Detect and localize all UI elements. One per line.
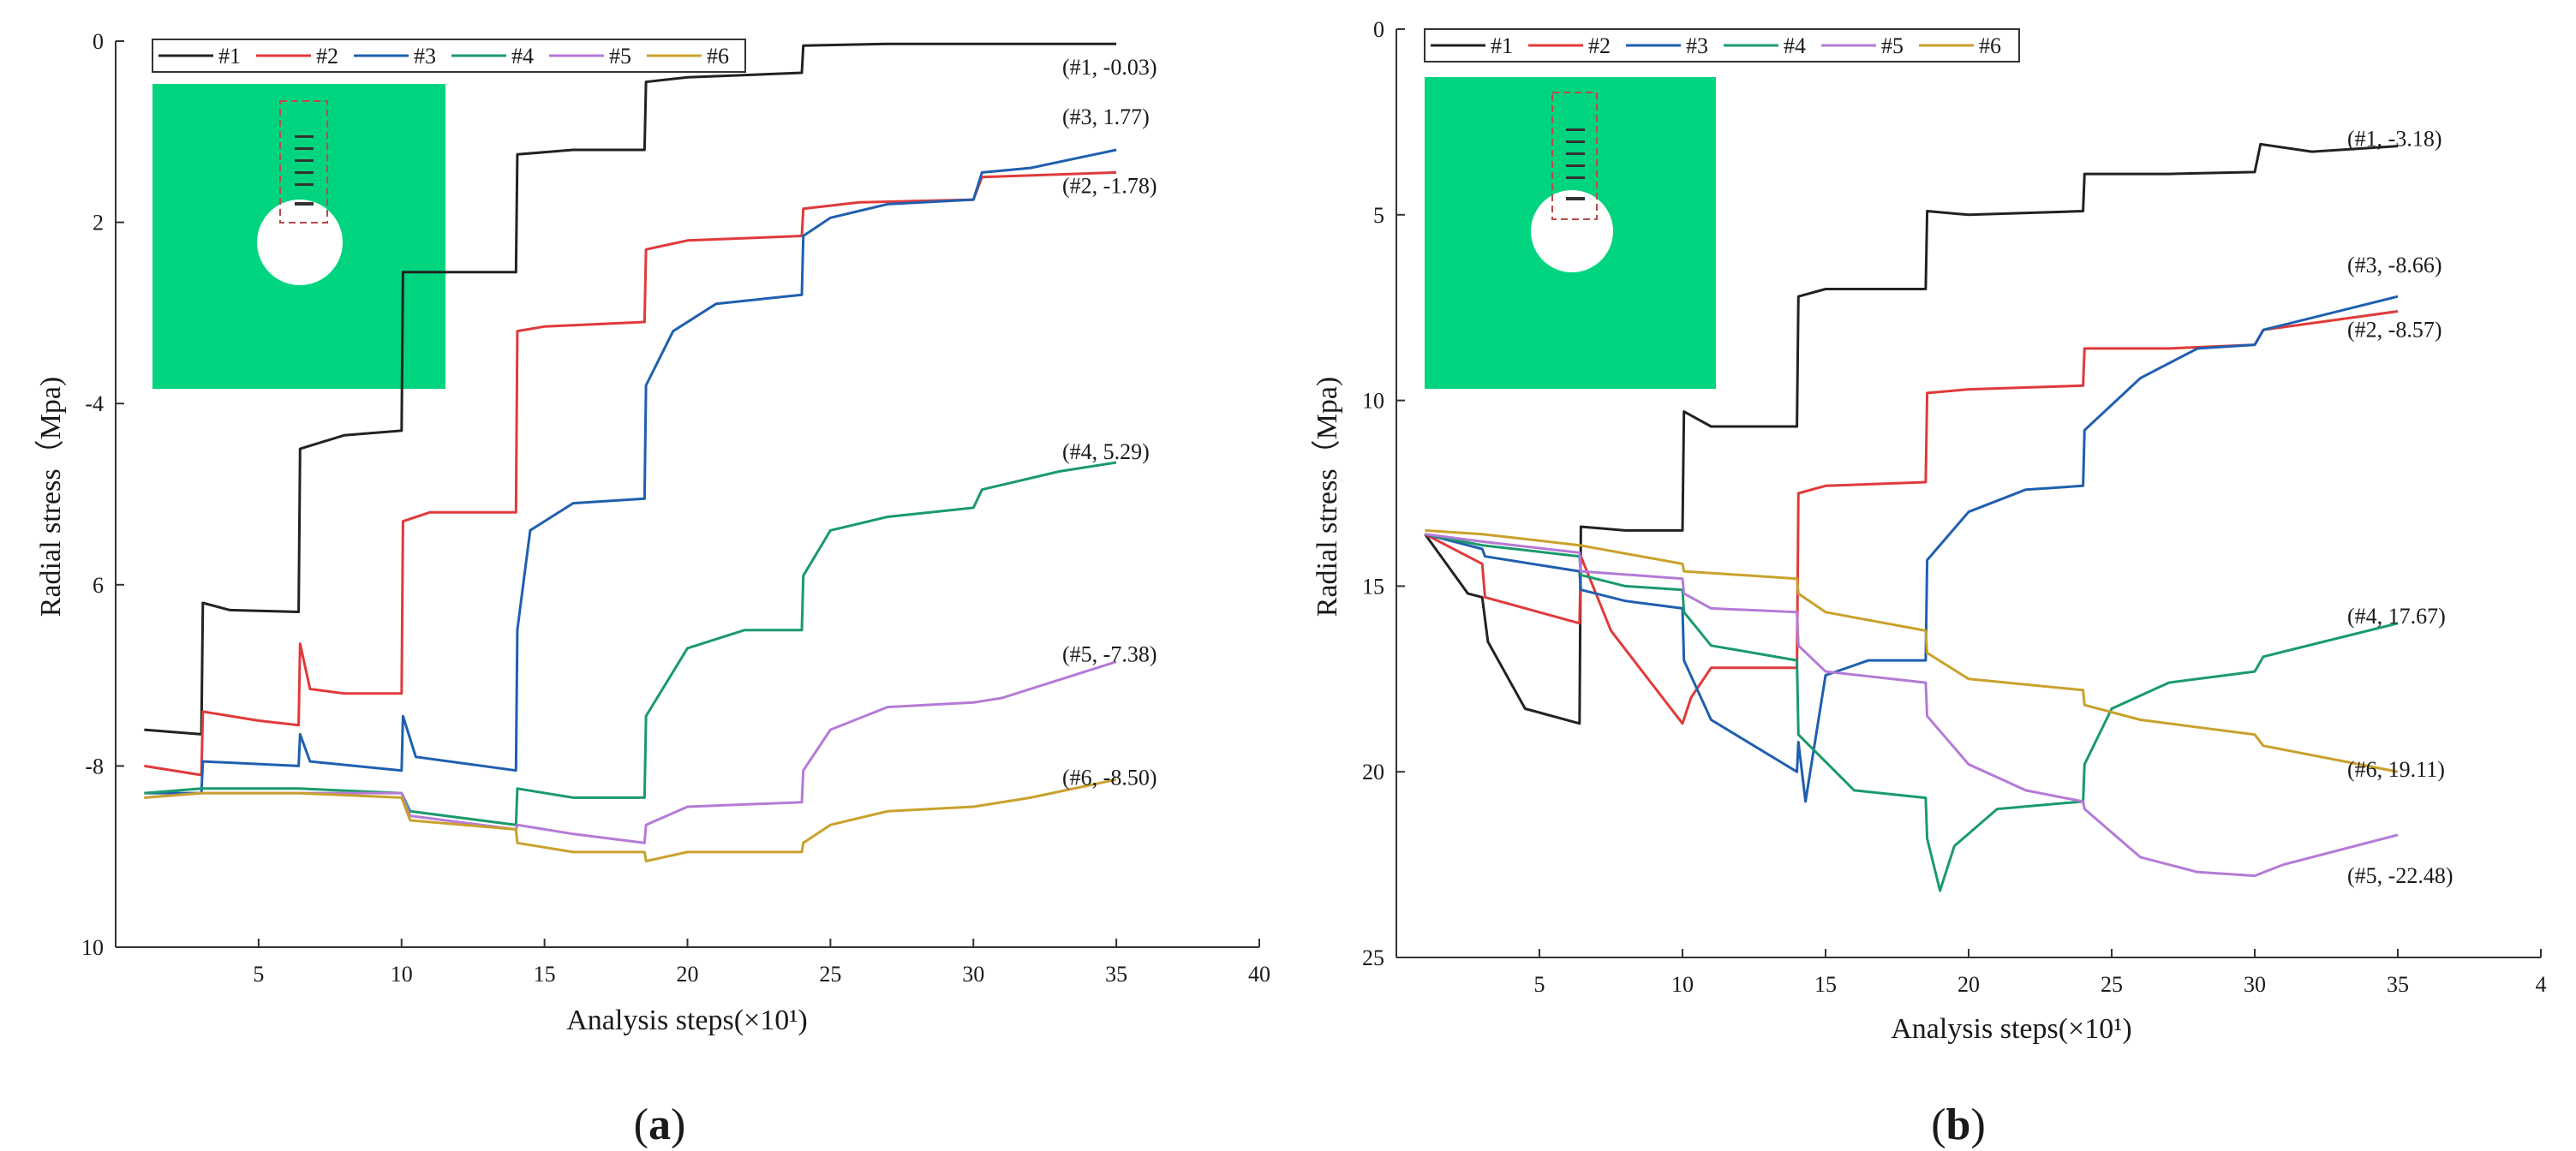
end-label-series-6: (#6, -8.50) — [1062, 765, 1157, 790]
y-tick-label: -4 — [85, 391, 104, 416]
x-tick-label: 10 — [391, 962, 413, 987]
y-tick-label: -8 — [85, 754, 104, 778]
legend-label-5: #5 — [1881, 33, 1904, 58]
series-line-6 — [1425, 528, 2399, 773]
end-label-series-5: (#5, -7.38) — [1062, 642, 1157, 667]
y-tick-label: 15 — [1362, 574, 1384, 599]
end-label-series-4: (#4, 17.67) — [2347, 604, 2446, 629]
series-line-4 — [1425, 533, 2399, 892]
y-axis-title: Radial stress（Mpa) — [34, 377, 67, 617]
y-tick-label: 25 — [1362, 945, 1384, 970]
series-line-5 — [144, 660, 1117, 844]
legend-label-5: #5 — [609, 44, 631, 69]
end-label-series-4: (#4, 5.29) — [1062, 439, 1150, 464]
series-line-3 — [144, 148, 1117, 795]
y-tick-label: 6 — [93, 573, 104, 598]
end-label-series-3: (#3, 1.77) — [1062, 104, 1150, 129]
series-line-3 — [1425, 295, 2399, 803]
x-tick-label: 15 — [534, 962, 556, 987]
x-tick-label: 15 — [1814, 972, 1837, 997]
inset-monitoring-box — [279, 100, 328, 224]
end-label-series-1: (#1, -0.03) — [1062, 55, 1157, 80]
x-tick-label: 4 — [2536, 972, 2547, 997]
x-tick-label: 40 — [1248, 962, 1270, 987]
legend-label-3: #3 — [414, 44, 436, 69]
y-tick-label: 10 — [81, 935, 104, 960]
inset-model — [1425, 77, 1716, 389]
x-tick-label: 5 — [1534, 972, 1545, 997]
series-line-2 — [144, 170, 1117, 777]
legend: #1 #2 #3 #4 #5 #6 — [152, 39, 746, 73]
inset-monitoring-points — [1566, 128, 1585, 200]
legend-label-3: #3 — [1686, 33, 1708, 58]
x-tick-label: 25 — [819, 962, 841, 987]
inset-monitoring-box — [1551, 92, 1598, 220]
inset-monitoring-points — [295, 135, 314, 206]
x-axis-title: Analysis steps(×10¹) — [1891, 1013, 2132, 1045]
end-label-series-2: (#2, -1.78) — [1062, 173, 1157, 198]
legend-label-2: #2 — [316, 44, 338, 69]
legend-label-6: #6 — [707, 44, 729, 69]
inset-tunnel-opening — [1531, 190, 1613, 272]
x-tick-label: 35 — [2387, 972, 2409, 997]
inset-tunnel-opening — [257, 200, 343, 285]
panel-label-a: (a) — [634, 1100, 686, 1149]
y-tick-label: 2 — [93, 211, 104, 236]
legend-label-4: #4 — [1784, 33, 1806, 58]
x-tick-label: 25 — [2101, 972, 2123, 997]
legend-label-6: #6 — [1979, 33, 2001, 58]
x-tick-label: 5 — [253, 962, 264, 987]
series-line-1 — [144, 42, 1117, 736]
x-tick-label: 10 — [1671, 972, 1694, 997]
panel-label-b: (b) — [1931, 1100, 1986, 1149]
x-tick-label: 35 — [1105, 962, 1127, 987]
x-axis-title: Analysis steps(×10¹) — [566, 1005, 808, 1036]
series-line-5 — [1425, 533, 2399, 878]
x-tick-label: 30 — [2244, 972, 2266, 997]
end-label-series-6: (#6, 19.11) — [2347, 757, 2445, 782]
legend-label-2: #2 — [1588, 33, 1611, 58]
inset-model — [152, 84, 445, 389]
end-label-series-3: (#3, -8.66) — [2347, 253, 2442, 277]
end-label-series-2: (#2, -8.57) — [2347, 318, 2442, 343]
y-tick-label: 5 — [1373, 203, 1384, 228]
y-tick-label: 20 — [1362, 760, 1384, 784]
x-tick-label: 30 — [962, 962, 984, 987]
x-tick-label: 20 — [1957, 972, 1980, 997]
x-tick-label: 20 — [677, 962, 699, 987]
series-line-4 — [144, 461, 1117, 826]
series-line-6 — [144, 778, 1117, 862]
end-label-series-1: (#1, -3.18) — [2347, 127, 2442, 152]
legend-label-4: #4 — [511, 44, 534, 69]
y-axis-title: Radial stress（Mpa) — [1311, 377, 1343, 617]
series-line-1 — [1424, 142, 2399, 725]
panel-a: #1 #2 #3 #4 #5 #6 (#1, -0.03) (#2, -1.78) (#3, … — [34, 29, 1270, 1149]
y-tick-label: 10 — [1362, 389, 1384, 414]
y-tick-label: 0 — [93, 29, 104, 54]
legend-label-1: #1 — [1491, 33, 1513, 58]
y-tick-label: 0 — [1373, 17, 1384, 42]
legend-box — [152, 39, 746, 73]
legend: #1 #2 #3 #4 #5 #6 — [1424, 28, 2020, 63]
panel-b: #1 #2 #3 #4 #5 #6 (#1, -3.18) (#2, -8.57) (#3, … — [1311, 17, 2547, 1149]
end-label-series-5: (#5, -22.48) — [2347, 863, 2453, 888]
legend-label-1: #1 — [218, 44, 241, 69]
